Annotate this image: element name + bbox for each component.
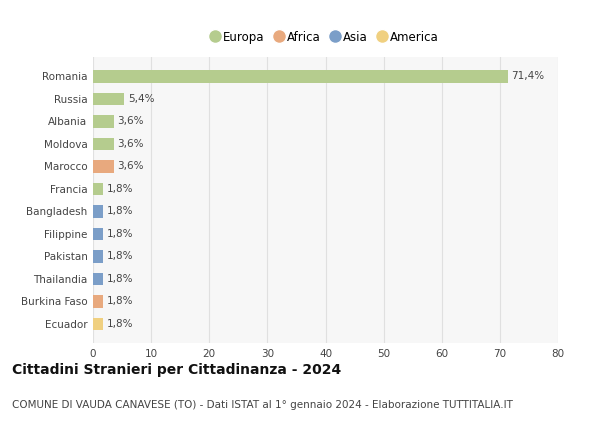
Bar <box>93 205 103 218</box>
Text: 1,8%: 1,8% <box>107 229 133 239</box>
Text: 1,8%: 1,8% <box>107 184 133 194</box>
Text: 3,6%: 3,6% <box>118 117 144 126</box>
Text: 3,6%: 3,6% <box>118 161 144 172</box>
Text: 5,4%: 5,4% <box>128 94 154 104</box>
Bar <box>93 138 114 150</box>
Text: 1,8%: 1,8% <box>107 252 133 261</box>
Text: 1,8%: 1,8% <box>107 297 133 307</box>
Bar <box>93 318 103 330</box>
Bar <box>93 250 103 263</box>
Bar <box>93 93 124 105</box>
Bar <box>93 295 103 308</box>
Bar <box>93 70 508 83</box>
Legend: Europa, Africa, Asia, America: Europa, Africa, Asia, America <box>208 26 443 48</box>
Text: 1,8%: 1,8% <box>107 206 133 216</box>
Text: 1,8%: 1,8% <box>107 274 133 284</box>
Bar <box>93 160 114 172</box>
Bar <box>93 273 103 285</box>
Bar <box>93 183 103 195</box>
Bar <box>93 115 114 128</box>
Text: 3,6%: 3,6% <box>118 139 144 149</box>
Text: 1,8%: 1,8% <box>107 319 133 329</box>
Text: Cittadini Stranieri per Cittadinanza - 2024: Cittadini Stranieri per Cittadinanza - 2… <box>12 363 341 377</box>
Text: 71,4%: 71,4% <box>511 71 545 81</box>
Text: COMUNE DI VAUDA CANAVESE (TO) - Dati ISTAT al 1° gennaio 2024 - Elaborazione TUT: COMUNE DI VAUDA CANAVESE (TO) - Dati IST… <box>12 400 513 411</box>
Bar <box>93 228 103 240</box>
